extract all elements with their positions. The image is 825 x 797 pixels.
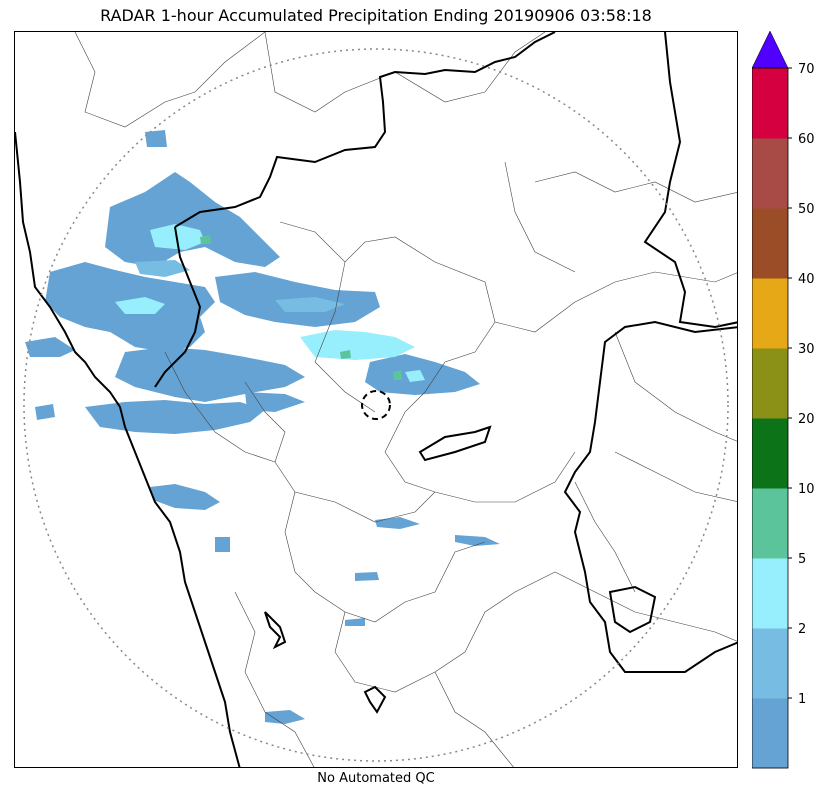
range-ring: [23, 48, 729, 762]
echo-bin-0-1: [35, 404, 55, 420]
echo-bin-0-1: [455, 535, 500, 546]
colorbar-tick-label: 20: [798, 412, 815, 427]
colorbar-bin-1-2: [752, 628, 788, 699]
district-boundary: [334, 571, 556, 693]
district-boundary: [614, 331, 737, 442]
colorbar-bin-60-70: [752, 68, 788, 139]
state-boundary: [154, 226, 202, 388]
echo-bin-0-1: [245, 392, 305, 412]
district-boundaries: [74, 32, 737, 767]
colorbar-tick-label: 10: [798, 482, 815, 497]
colorbar-ticks: 1 2 5 10 20 30 40 50 60 70: [788, 62, 815, 707]
state-boundary: [418, 425, 492, 462]
echo-bin-0-1: [345, 618, 365, 626]
state-boundary: [643, 32, 737, 329]
precip-echoes: [25, 130, 500, 724]
colorbar-bin-2-5: [752, 558, 788, 629]
colorbar-bins: [752, 68, 788, 769]
district-boundary: [384, 321, 576, 503]
district-boundary: [534, 171, 737, 203]
state-boundary: [363, 685, 387, 714]
radar-site-marker: [361, 390, 391, 420]
state-boundary: [563, 320, 737, 673]
precip-cores: [115, 224, 425, 382]
colorbar-bin-20-30: [752, 348, 788, 419]
colorbar-tick-label: 40: [798, 272, 815, 287]
state-boundary: [264, 611, 287, 650]
district-boundary: [314, 261, 376, 413]
colorbar-bin-0-1: [752, 698, 788, 769]
echo-bin-5-10: [393, 370, 402, 380]
colorbar-bin-30-40: [752, 278, 788, 349]
echo-bin-1-2: [135, 260, 190, 277]
district-boundary: [74, 32, 266, 128]
echo-bin-5-10: [200, 235, 211, 244]
state-boundaries: [154, 32, 737, 714]
echo-bin-0-1: [85, 400, 265, 434]
colorbar-bin-50-60: [752, 138, 788, 209]
echo-bin-0-1: [355, 572, 379, 581]
district-boundary: [284, 491, 486, 623]
colorbar-tick-label: 60: [798, 132, 815, 147]
echo-bin-0-1: [25, 337, 75, 357]
colorbar-tick-label: 70: [798, 62, 815, 77]
colorbar-tick-label: 50: [798, 202, 815, 217]
colorbar-bin-5-10: [752, 488, 788, 559]
echo-bin-0-1: [365, 354, 480, 395]
colorbar-tick-label: 1: [798, 692, 806, 707]
echo-bin-2-5: [300, 330, 415, 360]
district-boundary: [164, 351, 276, 463]
echo-bin-0-1: [150, 484, 220, 510]
coastline: [15, 131, 241, 767]
colorbar-bin-40-50: [752, 208, 788, 279]
colorbar-tick-label: 2: [798, 622, 806, 637]
echo-bin-1-2: [275, 297, 345, 312]
echo-bin-0-1: [115, 347, 305, 402]
colorbar-tick-label: 5: [798, 552, 806, 567]
echo-bin-0-1: [265, 710, 305, 724]
radar-map: [14, 31, 738, 768]
echo-bin-0-1: [145, 130, 167, 147]
district-boundary: [574, 481, 636, 593]
qc-note: No Automated QC: [317, 771, 435, 786]
district-boundary: [279, 221, 737, 333]
map-title: RADAR 1-hour Accumulated Precipitation E…: [100, 6, 652, 25]
colorbar-extend-triangle: [752, 31, 789, 69]
echo-bin-0-1: [215, 537, 230, 552]
echo-bin-0-1: [375, 517, 420, 529]
district-boundary: [554, 571, 737, 642]
echo-bin-2-5: [405, 370, 425, 382]
district-boundary: [234, 591, 315, 767]
echo-bin-2-5: [115, 297, 165, 314]
radar-map-canvas: [15, 32, 737, 767]
colorbar: 1 2 5 10 20 30 40 50 60 70: [752, 31, 815, 769]
echo-bin-5-10: [340, 350, 351, 359]
district-boundary: [614, 451, 737, 502]
echo-bin-0-1: [105, 172, 280, 267]
colorbar-tick-label: 30: [798, 342, 815, 357]
colorbar-bin-10-20: [752, 418, 788, 489]
district-boundary: [504, 161, 576, 273]
state-boundary: [608, 585, 657, 634]
state-boundary: [174, 32, 556, 228]
district-boundary: [434, 671, 514, 767]
